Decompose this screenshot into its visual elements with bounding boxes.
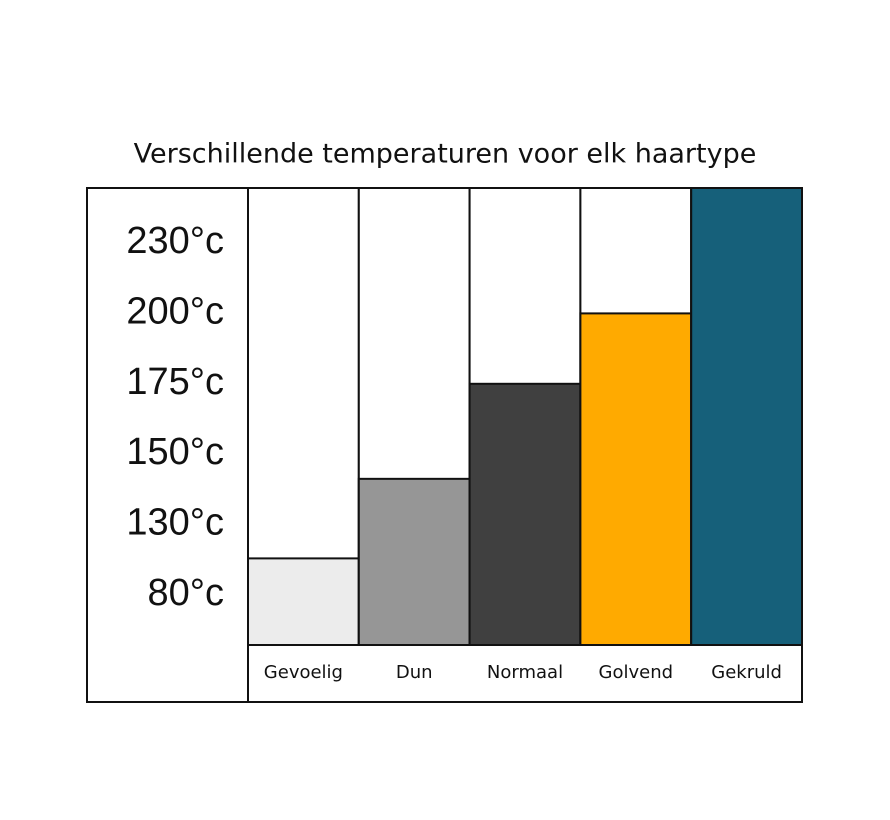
y-tick-label: 80°c <box>148 572 224 614</box>
bar <box>468 382 582 646</box>
x-tick-label: Golvend <box>599 662 674 683</box>
bar <box>579 312 693 646</box>
y-tick-label: 130°c <box>126 502 224 544</box>
chart-title: Verschillende temperaturen voor elk haar… <box>134 139 757 170</box>
y-tick-label: 230°c <box>126 220 224 262</box>
x-tick-label: Dun <box>396 662 433 683</box>
frame <box>86 187 803 703</box>
y-tick-label: 150°c <box>126 431 224 473</box>
bar <box>247 557 360 647</box>
x-tick-label: Normaal <box>487 662 563 683</box>
x-tick-label: Gevoelig <box>264 662 343 683</box>
x-tick-label: Gekruld <box>711 662 782 683</box>
y-tick-label: 175°c <box>126 361 224 403</box>
bar <box>690 187 804 646</box>
bar <box>357 477 471 646</box>
y-tick-label: 200°c <box>126 290 224 332</box>
